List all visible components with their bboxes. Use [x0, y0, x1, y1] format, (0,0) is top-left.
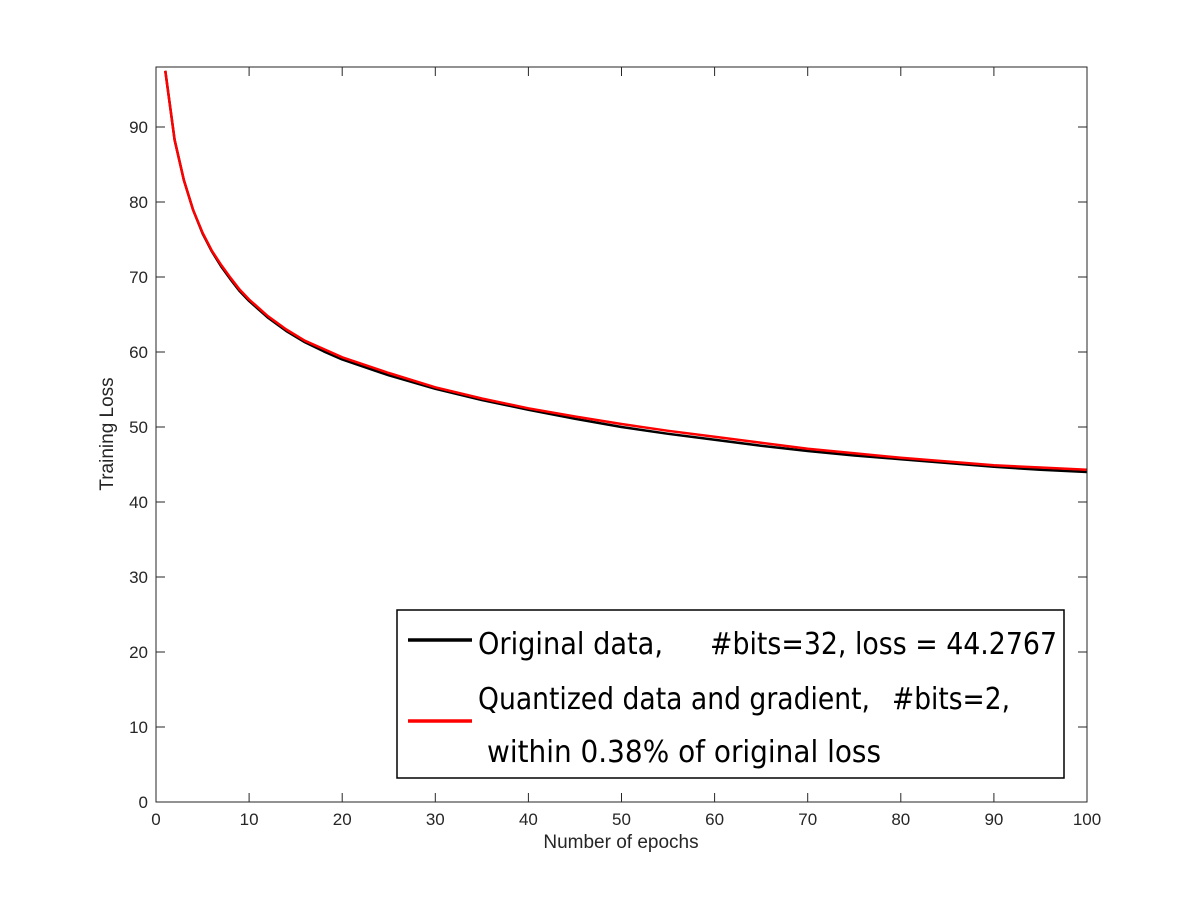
x-tick-label: 50	[612, 810, 631, 829]
x-tick-label: 10	[240, 810, 259, 829]
x-tick-label: 40	[519, 810, 538, 829]
y-tick-label: 10	[129, 718, 148, 737]
x-tick-label: 0	[151, 810, 160, 829]
legend: Original data, #bits=32, loss = 44.2767 …	[396, 609, 1065, 779]
y-tick-label: 60	[129, 343, 148, 362]
y-tick-label: 20	[129, 643, 148, 662]
axis-ticks: 0 10 20 30 40 50 60 70 80 90 100 0 10 20 30 40 50 60 70 80 9…	[129, 67, 1101, 829]
x-tick-label: 60	[705, 810, 724, 829]
legend-box	[396, 609, 1065, 779]
legend-entry-original-name: Original data,	[478, 627, 663, 662]
y-tick-label: 50	[129, 418, 148, 437]
x-tick-label: 90	[984, 810, 1003, 829]
y-tick-label: 40	[129, 493, 148, 512]
y-axis-label: Training Loss	[97, 377, 118, 490]
series-line-quantized	[164, 70, 1088, 472]
y-tick-label: 30	[129, 568, 148, 587]
x-tick-label: 100	[1073, 810, 1101, 829]
legend-entry-quantized-detail: within 0.38% of original loss	[487, 735, 881, 770]
series-lines	[164, 70, 1088, 474]
legend-entry-quantized-bits: #bits=2,	[892, 682, 1010, 717]
y-tick-label: 70	[129, 268, 148, 287]
y-tick-label: 90	[129, 118, 148, 137]
legend-entry-quantized-name: Quantized data and gradient,	[478, 682, 870, 717]
x-tick-label: 80	[891, 810, 910, 829]
x-axis-label: Number of epochs	[543, 832, 698, 853]
legend-entry-original-detail: #bits=32, loss = 44.2767	[710, 627, 1057, 662]
x-tick-label: 70	[798, 810, 817, 829]
y-tick-label: 80	[129, 193, 148, 212]
x-tick-label: 20	[333, 810, 352, 829]
y-tick-label: 0	[139, 793, 148, 812]
x-tick-label: 30	[426, 810, 445, 829]
